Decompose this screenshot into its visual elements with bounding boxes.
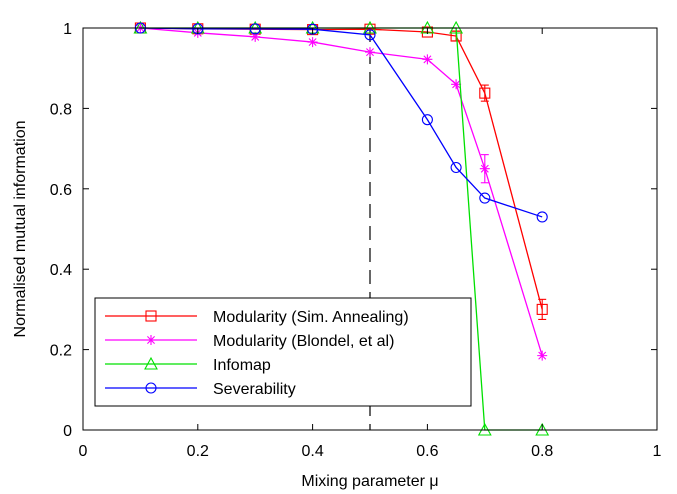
x-tick-label: 0.6 <box>416 443 438 460</box>
data-point <box>479 163 490 174</box>
y-tick-label: 0.2 <box>50 343 72 360</box>
data-point <box>307 23 319 35</box>
data-point <box>479 192 491 204</box>
data-point <box>421 114 433 126</box>
legend-label: Infomap <box>213 357 271 374</box>
data-point <box>479 87 491 99</box>
legend-label: Modularity (Sim. Annealing) <box>213 309 409 326</box>
legend-marker <box>146 335 156 345</box>
series-3 <box>134 22 548 223</box>
x-tick-label: 0.2 <box>187 443 209 460</box>
legend: Modularity (Sim. Annealing) Modularity (B… <box>94 297 472 407</box>
y-tick-label: 1 <box>63 21 72 38</box>
data-point <box>450 161 462 174</box>
data-point <box>364 29 376 41</box>
data-point <box>422 54 433 65</box>
x-tick-label: 0 <box>79 443 88 460</box>
legend-item: Infomap <box>105 356 271 374</box>
legend-item: Severability <box>105 381 296 398</box>
data-point <box>307 37 318 48</box>
data-point <box>537 350 548 361</box>
legend-item: Modularity (Sim. Annealing) <box>105 309 409 326</box>
x-tick-label: 0.8 <box>531 443 553 460</box>
legend-marker <box>145 382 157 394</box>
legend-label: Modularity (Blondel, et al) <box>213 333 394 350</box>
y-tick-label: 0 <box>63 423 72 440</box>
legend-marker <box>145 310 157 322</box>
legend-item: Modularity (Blondel, et al) <box>105 333 394 350</box>
y-tick-label: 0.8 <box>50 101 72 118</box>
data-point <box>536 211 548 223</box>
data-point <box>249 23 261 35</box>
x-tick-label: 0.4 <box>301 443 323 460</box>
x-axis-title: Mixing parameter μ <box>301 473 438 490</box>
data-point <box>451 79 462 90</box>
y-tick-label: 0.6 <box>50 182 72 199</box>
data-point <box>250 31 261 42</box>
series-line <box>140 27 543 218</box>
x-tick-label: 1 <box>653 443 662 460</box>
y-tick-label: 0.4 <box>50 262 72 279</box>
plot-frame <box>82 27 658 431</box>
y-axis-title: Normalised mutual information <box>12 121 29 338</box>
ticks-layer: 0 0.2 0.4 0.6 0.8 1 0 0.2 0.4 0.6 0.8 1 <box>50 21 662 460</box>
data-point <box>365 47 375 58</box>
legend-label: Severability <box>213 381 296 398</box>
data-point <box>536 303 548 315</box>
legend-marker <box>144 356 158 370</box>
